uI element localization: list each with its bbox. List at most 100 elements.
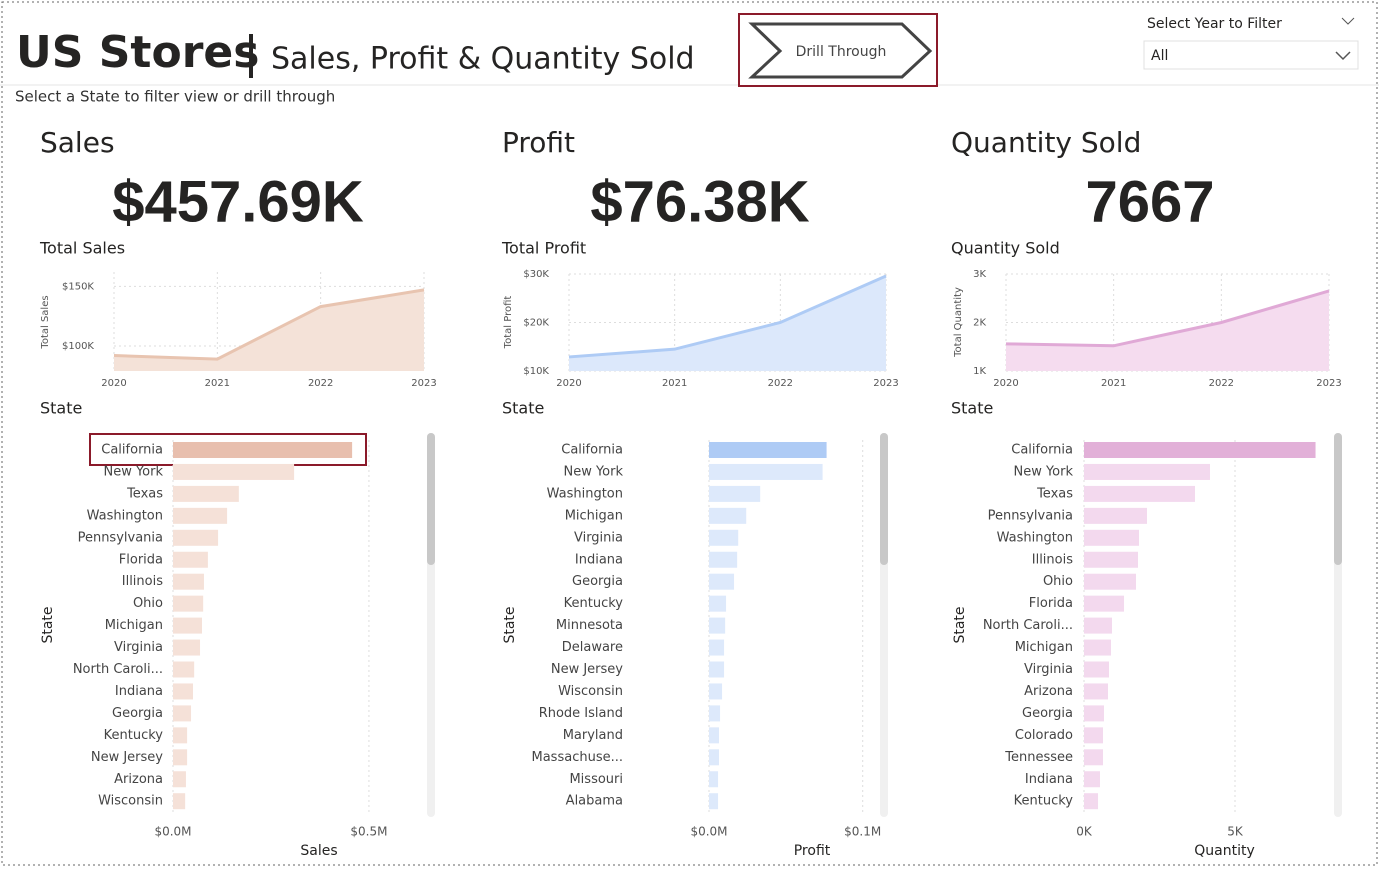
y-axis-label: Total Sales [40, 295, 51, 349]
panel-title: Quantity Sold [951, 126, 1141, 159]
y-tick-label: Missouri [569, 772, 623, 787]
y-tick-label: Pennsylvania [78, 530, 163, 545]
bar [1084, 793, 1099, 810]
y-tick-label: Washington [547, 486, 623, 501]
x-tick-label: 2020 [993, 378, 1018, 389]
bar [709, 573, 735, 590]
drill-through-button[interactable]: Drill Through [738, 13, 938, 87]
y-tick-label: $10K [523, 366, 549, 377]
bar [709, 485, 761, 502]
bar [173, 749, 188, 766]
instruction: Select a State to filter view or drill t… [15, 88, 335, 106]
button-label: Drill Through [796, 44, 887, 60]
dropdown-value: All [1151, 48, 1168, 64]
y-tick-label: Michigan [565, 508, 623, 523]
y-tick-label: Wisconsin [98, 794, 163, 809]
bar [1084, 485, 1195, 502]
y-tick-label: Indiana [575, 552, 623, 567]
bar [173, 705, 192, 722]
x-tick-label: 2022 [768, 378, 793, 389]
x-tick-label: 2023 [1316, 378, 1341, 389]
subtitle: Sales, Profit & Quantity Sold [271, 42, 695, 77]
bar [1084, 595, 1125, 612]
bar [709, 683, 723, 700]
bar [1084, 771, 1101, 788]
bar [1084, 683, 1109, 700]
y-tick-label: Maryland [563, 728, 623, 743]
x-tick-label: 5K [1227, 825, 1244, 839]
state-label: State [951, 399, 993, 418]
bar [173, 463, 295, 480]
y-tick-label: Virginia [1024, 662, 1073, 677]
x-tick-label: $0.0M [690, 825, 727, 839]
x-tick-label: 2021 [1101, 378, 1126, 389]
dropdown-box [1143, 40, 1359, 70]
y-tick-label: Arizona [114, 772, 163, 787]
y-axis-label: State [40, 606, 56, 643]
y-tick-label: Virginia [114, 640, 163, 655]
bar [173, 771, 186, 788]
bar [709, 442, 827, 458]
scrollbar-thumb [880, 433, 888, 565]
bar [709, 749, 719, 766]
y-tick-label: Virginia [574, 530, 623, 545]
y-tick-label: Florida [119, 552, 163, 567]
line [113, 288, 425, 361]
y-tick-label: New Jersey [91, 750, 163, 765]
bar [173, 683, 193, 700]
year-dropdown[interactable]: All [1143, 40, 1359, 70]
x-tick-label: 0K [1076, 825, 1093, 839]
y-axis-label: Total Quantity [953, 287, 964, 358]
bar [709, 595, 727, 612]
y-tick-label: Kentucky [1014, 794, 1074, 809]
dropdown-arrow [1335, 51, 1351, 61]
x-tick-label: 2023 [873, 378, 898, 389]
x-axis-label: Quantity [1194, 843, 1255, 859]
bar [173, 793, 186, 810]
bar [709, 793, 719, 810]
chart-title: Total Sales [39, 239, 125, 258]
chart-title: Quantity Sold [951, 239, 1060, 258]
y-tick-label: Rhode Island [539, 706, 623, 721]
filter-collapse[interactable] [1341, 17, 1355, 25]
kpi-value: $457.69K [112, 169, 364, 234]
y-tick-label: California [101, 443, 163, 458]
bar [1084, 661, 1110, 678]
bar [1084, 551, 1138, 568]
y-tick-label: Delaware [562, 640, 623, 655]
y-tick-label: Texas [1036, 486, 1073, 501]
scrollbar-thumb [1334, 433, 1342, 565]
y-axis-label: State [502, 606, 518, 643]
bar [1084, 573, 1137, 590]
y-tick-label: Ohio [1043, 574, 1073, 589]
kpi-value: $76.38K [590, 169, 809, 234]
bar [173, 442, 353, 458]
y-tick-label: Kentucky [104, 728, 164, 743]
y-tick-label: 3K [973, 269, 986, 280]
bar [1084, 705, 1104, 722]
x-tick-label: $0.5M [350, 825, 387, 839]
y-axis-label: State [952, 606, 968, 643]
bar [173, 727, 188, 744]
bar [709, 639, 725, 656]
bar [709, 529, 739, 546]
y-tick-label: Illinois [1032, 552, 1073, 567]
title-separator [249, 34, 253, 78]
x-tick-label: 2021 [205, 378, 230, 389]
bar [709, 705, 721, 722]
bar [1084, 749, 1103, 766]
panel-title: Sales [40, 126, 115, 159]
y-tick-label: Georgia [1022, 706, 1073, 721]
bar [709, 771, 719, 788]
bar [173, 529, 219, 546]
button-arrow [748, 22, 933, 79]
y-tick-label: Georgia [572, 574, 623, 589]
x-tick-label: 2023 [411, 378, 436, 389]
y-tick-label: Florida [1029, 596, 1073, 611]
y-tick-label: Colorado [1015, 728, 1073, 743]
bar [173, 507, 228, 524]
area-fill [1006, 290, 1329, 371]
panel-title: Profit [502, 126, 575, 159]
bar [1084, 507, 1147, 524]
